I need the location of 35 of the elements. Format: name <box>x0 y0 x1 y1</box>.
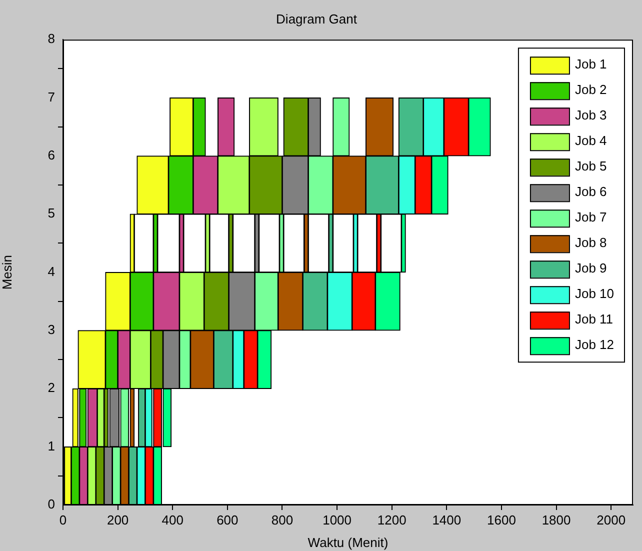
x-tick-label: 1000 <box>322 512 352 528</box>
legend-label: Job 8 <box>574 235 607 250</box>
legend-label: Job 5 <box>574 158 607 174</box>
x-axis-title: Waktu (Menit) <box>308 534 388 550</box>
x-tick-label: 0 <box>59 512 67 528</box>
x-tick-label: 400 <box>162 512 184 528</box>
x-tick-label: 1400 <box>432 512 462 528</box>
x-tick-label: 800 <box>271 512 294 528</box>
x-tick-label: 1600 <box>487 512 516 528</box>
x-tick-label: 600 <box>216 512 238 528</box>
y-tick-label: 3 <box>48 322 55 338</box>
legend-label: Job 11 <box>574 312 614 327</box>
y-axis-title: Mesin <box>0 254 14 290</box>
y-tick-label: 6 <box>48 148 55 163</box>
x-tick-label: 1800 <box>542 512 571 528</box>
legend-label: Job 3 <box>574 108 607 123</box>
y-tick-label: 2 <box>48 380 55 396</box>
y-tick-label: 0 <box>48 496 55 512</box>
legend-label: Job 7 <box>574 210 607 225</box>
legend-label: Job 9 <box>574 260 607 276</box>
x-tick-label: 1200 <box>377 512 406 528</box>
legend-label: Job 10 <box>574 286 614 302</box>
y-tick-label: 8 <box>48 31 55 46</box>
legend-label: Job 1 <box>574 56 607 72</box>
legend-label: Job 12 <box>574 337 614 352</box>
y-tick-label: 5 <box>48 206 55 221</box>
legend-label: Job 2 <box>574 82 607 98</box>
chart-title: Diagram Gant <box>276 11 358 26</box>
legend-label: Job 4 <box>574 133 607 148</box>
y-tick-label: 1 <box>48 438 55 454</box>
x-tick-label: 200 <box>106 512 129 528</box>
y-tick-label: 7 <box>48 89 55 104</box>
x-tick-label: 2000 <box>596 512 626 528</box>
y-tick-label: 4 <box>48 264 55 279</box>
legend-label: Job 6 <box>574 184 607 200</box>
